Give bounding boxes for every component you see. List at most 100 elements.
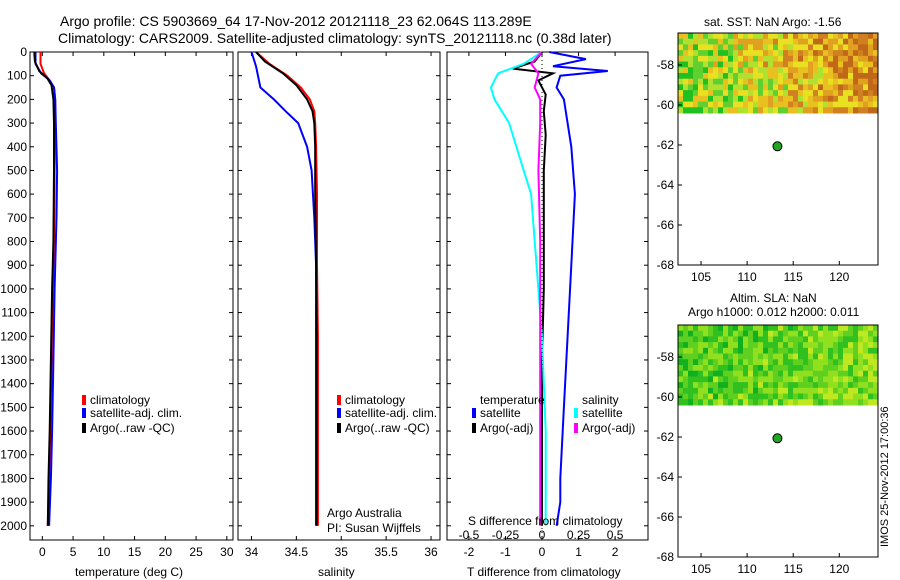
map-cell bbox=[873, 393, 879, 400]
map-cell bbox=[708, 55, 714, 63]
map-cell bbox=[768, 33, 774, 40]
map-cell bbox=[698, 95, 704, 103]
map-cell bbox=[853, 376, 859, 383]
map-cell bbox=[873, 325, 879, 332]
map-cell bbox=[828, 90, 834, 97]
x-tick-label: 20 bbox=[159, 545, 173, 559]
map-cell bbox=[733, 50, 739, 57]
map-cell bbox=[758, 387, 764, 395]
map-cell bbox=[858, 370, 864, 377]
map-cell bbox=[753, 330, 759, 337]
map-cell bbox=[683, 370, 689, 377]
map-cell bbox=[713, 387, 719, 395]
map-cell bbox=[828, 101, 834, 108]
x-tick-label: -1 bbox=[500, 545, 511, 559]
map-cell bbox=[858, 342, 864, 349]
map-cell bbox=[708, 325, 714, 332]
map-cell bbox=[693, 67, 699, 74]
map-cell bbox=[738, 84, 744, 91]
map-cell bbox=[828, 393, 834, 400]
map-cell bbox=[713, 342, 719, 349]
map-cell bbox=[728, 376, 734, 383]
map-cell bbox=[813, 73, 819, 80]
map-cell bbox=[858, 38, 864, 45]
map-cell bbox=[793, 73, 799, 80]
map-cell bbox=[703, 336, 709, 343]
map-cell bbox=[748, 38, 754, 45]
map-cell bbox=[753, 38, 759, 45]
map-cell bbox=[758, 376, 764, 383]
depth-tick-label: 800 bbox=[7, 235, 27, 249]
map-cell bbox=[763, 393, 769, 400]
map-cell bbox=[818, 50, 824, 57]
map-cell bbox=[748, 365, 754, 372]
map-cell bbox=[718, 107, 724, 114]
map-cell bbox=[778, 73, 784, 80]
map-cell bbox=[753, 44, 759, 51]
map-cell bbox=[803, 393, 809, 400]
map-cell bbox=[768, 38, 774, 45]
map-y-tick-label: -64 bbox=[657, 470, 675, 484]
depth-tick-label: 700 bbox=[7, 211, 27, 225]
map-cell bbox=[748, 393, 754, 400]
map-x-tick-label: 110 bbox=[738, 270, 757, 284]
map-cell bbox=[748, 336, 754, 343]
legend-swatch bbox=[82, 408, 86, 418]
map-cell bbox=[863, 50, 869, 57]
map-cell bbox=[803, 38, 809, 45]
legend-swatch bbox=[337, 395, 341, 405]
map-cell bbox=[773, 44, 779, 51]
map-cell bbox=[778, 61, 784, 68]
map-cell bbox=[828, 44, 834, 51]
map-cell bbox=[828, 325, 834, 332]
map-cell bbox=[873, 387, 879, 395]
map-cell bbox=[713, 33, 719, 40]
map-cell bbox=[808, 353, 814, 360]
map-cell bbox=[788, 376, 794, 383]
map-cell bbox=[713, 67, 719, 74]
map-cell bbox=[818, 67, 824, 74]
map-cell bbox=[808, 399, 814, 406]
map-cell bbox=[758, 370, 764, 377]
depth-tick-label: 600 bbox=[7, 187, 27, 201]
map-cell bbox=[698, 84, 704, 91]
map-frame bbox=[677, 324, 879, 558]
map-cell bbox=[858, 67, 864, 74]
depth-tick-label: 300 bbox=[7, 116, 27, 130]
map-cell bbox=[773, 90, 779, 97]
map-cell bbox=[778, 50, 784, 57]
map-cell bbox=[803, 73, 809, 80]
map-cell bbox=[818, 38, 824, 45]
map-cell bbox=[823, 33, 829, 40]
map-cell bbox=[703, 325, 709, 332]
map-cell bbox=[728, 73, 734, 80]
map-cell bbox=[763, 101, 769, 108]
map-cell bbox=[708, 50, 714, 57]
series-line-satellite bbox=[549, 51, 608, 526]
map-cell bbox=[858, 107, 864, 114]
map-cell bbox=[738, 44, 744, 51]
map-cell bbox=[818, 101, 824, 108]
map-cell bbox=[798, 347, 804, 355]
map-cell bbox=[783, 78, 789, 85]
map-cell bbox=[853, 359, 859, 366]
map-cell bbox=[843, 342, 849, 349]
map-cell bbox=[718, 387, 724, 395]
map-cell bbox=[738, 38, 744, 45]
map-cell bbox=[823, 38, 829, 45]
x-tick-label: 5 bbox=[70, 545, 77, 559]
map-cell bbox=[713, 84, 719, 91]
map-cell bbox=[853, 61, 859, 68]
map-cell bbox=[793, 325, 799, 332]
map-cell bbox=[788, 382, 794, 389]
map-cell bbox=[683, 44, 689, 51]
map-cell bbox=[873, 353, 879, 360]
map-cell bbox=[698, 393, 704, 400]
map-cell bbox=[863, 359, 869, 366]
map-cell bbox=[818, 399, 824, 406]
map-cell bbox=[853, 95, 859, 103]
map-cell bbox=[818, 393, 824, 400]
map-cell bbox=[873, 44, 879, 51]
series-line-argo-raw-qc- bbox=[33, 51, 55, 526]
map-cell bbox=[758, 33, 764, 40]
